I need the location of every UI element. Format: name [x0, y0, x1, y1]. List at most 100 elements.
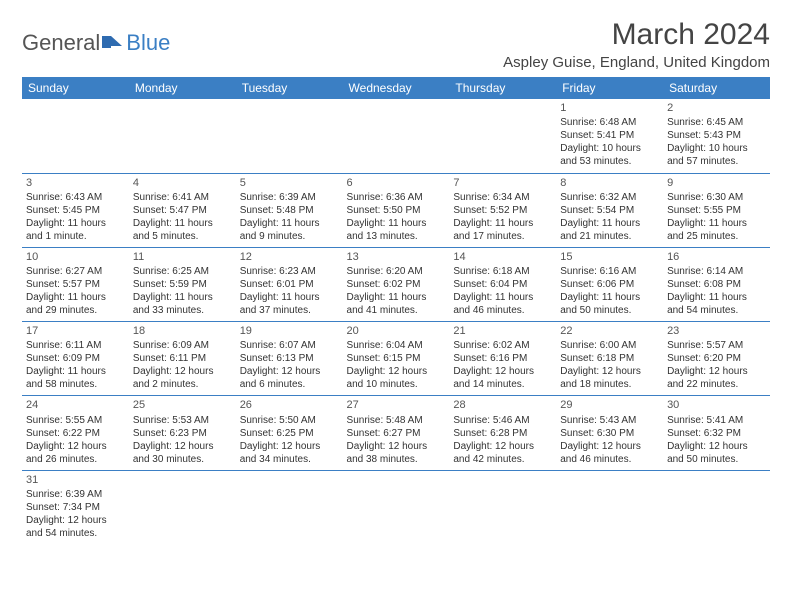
day-number: 12 — [240, 250, 339, 264]
logo-flag-icon — [102, 30, 124, 56]
sunrise-text: Sunrise: 6:48 AM — [560, 116, 659, 129]
sunset-text: Sunset: 5:47 PM — [133, 204, 232, 217]
daylight-text: Daylight: 11 hours and 9 minutes. — [240, 217, 339, 243]
day-number: 30 — [667, 398, 766, 412]
sunset-text: Sunset: 6:20 PM — [667, 352, 766, 365]
sunrise-text: Sunrise: 6:39 AM — [26, 488, 125, 501]
daylight-text: Daylight: 12 hours and 6 minutes. — [240, 365, 339, 391]
calendar-cell: 7Sunrise: 6:34 AMSunset: 5:52 PMDaylight… — [449, 173, 556, 247]
weekday-header: Monday — [129, 77, 236, 99]
sunset-text: Sunset: 6:22 PM — [26, 427, 125, 440]
sunrise-text: Sunrise: 6:43 AM — [26, 191, 125, 204]
sunset-text: Sunset: 5:43 PM — [667, 129, 766, 142]
calendar-cell: 22Sunrise: 6:00 AMSunset: 6:18 PMDayligh… — [556, 322, 663, 396]
daylight-text: Daylight: 11 hours and 54 minutes. — [667, 291, 766, 317]
day-number: 24 — [26, 398, 125, 412]
calendar-cell: 5Sunrise: 6:39 AMSunset: 5:48 PMDaylight… — [236, 173, 343, 247]
sunrise-text: Sunrise: 6:16 AM — [560, 265, 659, 278]
sunset-text: Sunset: 6:08 PM — [667, 278, 766, 291]
daylight-text: Daylight: 12 hours and 2 minutes. — [133, 365, 232, 391]
weekday-header: Tuesday — [236, 77, 343, 99]
sunset-text: Sunset: 6:25 PM — [240, 427, 339, 440]
sunrise-text: Sunrise: 6:18 AM — [453, 265, 552, 278]
sunrise-text: Sunrise: 6:34 AM — [453, 191, 552, 204]
calendar-cell — [129, 470, 236, 544]
calendar-cell — [449, 470, 556, 544]
day-number: 28 — [453, 398, 552, 412]
location-text: Aspley Guise, England, United Kingdom — [503, 54, 770, 71]
calendar-cell: 9Sunrise: 6:30 AMSunset: 5:55 PMDaylight… — [663, 173, 770, 247]
sunrise-text: Sunrise: 6:25 AM — [133, 265, 232, 278]
sunrise-text: Sunrise: 6:23 AM — [240, 265, 339, 278]
daylight-text: Daylight: 12 hours and 46 minutes. — [560, 440, 659, 466]
calendar-cell: 28Sunrise: 5:46 AMSunset: 6:28 PMDayligh… — [449, 396, 556, 470]
sunrise-text: Sunrise: 6:30 AM — [667, 191, 766, 204]
calendar-cell: 21Sunrise: 6:02 AMSunset: 6:16 PMDayligh… — [449, 322, 556, 396]
calendar-week-row: 3Sunrise: 6:43 AMSunset: 5:45 PMDaylight… — [22, 173, 770, 247]
sunset-text: Sunset: 6:09 PM — [26, 352, 125, 365]
day-number: 31 — [26, 473, 125, 487]
calendar-cell: 20Sunrise: 6:04 AMSunset: 6:15 PMDayligh… — [343, 322, 450, 396]
calendar-cell: 26Sunrise: 5:50 AMSunset: 6:25 PMDayligh… — [236, 396, 343, 470]
day-number: 14 — [453, 250, 552, 264]
sunset-text: Sunset: 6:27 PM — [347, 427, 446, 440]
day-number: 5 — [240, 176, 339, 190]
daylight-text: Daylight: 11 hours and 50 minutes. — [560, 291, 659, 317]
daylight-text: Daylight: 11 hours and 46 minutes. — [453, 291, 552, 317]
calendar-cell: 29Sunrise: 5:43 AMSunset: 6:30 PMDayligh… — [556, 396, 663, 470]
calendar-cell — [663, 470, 770, 544]
sunrise-text: Sunrise: 5:57 AM — [667, 339, 766, 352]
day-number: 27 — [347, 398, 446, 412]
sunrise-text: Sunrise: 6:07 AM — [240, 339, 339, 352]
day-number: 17 — [26, 324, 125, 338]
calendar-cell: 8Sunrise: 6:32 AMSunset: 5:54 PMDaylight… — [556, 173, 663, 247]
daylight-text: Daylight: 10 hours and 57 minutes. — [667, 142, 766, 168]
sunrise-text: Sunrise: 6:45 AM — [667, 116, 766, 129]
weekday-header: Friday — [556, 77, 663, 99]
daylight-text: Daylight: 11 hours and 29 minutes. — [26, 291, 125, 317]
calendar-cell: 15Sunrise: 6:16 AMSunset: 6:06 PMDayligh… — [556, 247, 663, 321]
sunset-text: Sunset: 5:57 PM — [26, 278, 125, 291]
daylight-text: Daylight: 12 hours and 50 minutes. — [667, 440, 766, 466]
day-number: 3 — [26, 176, 125, 190]
page-title: March 2024 — [503, 18, 770, 52]
sunset-text: Sunset: 5:52 PM — [453, 204, 552, 217]
sunset-text: Sunset: 6:02 PM — [347, 278, 446, 291]
calendar-cell: 16Sunrise: 6:14 AMSunset: 6:08 PMDayligh… — [663, 247, 770, 321]
day-number: 21 — [453, 324, 552, 338]
sunrise-text: Sunrise: 6:11 AM — [26, 339, 125, 352]
day-number: 13 — [347, 250, 446, 264]
sunrise-text: Sunrise: 6:27 AM — [26, 265, 125, 278]
daylight-text: Daylight: 11 hours and 5 minutes. — [133, 217, 232, 243]
calendar-cell: 24Sunrise: 5:55 AMSunset: 6:22 PMDayligh… — [22, 396, 129, 470]
calendar-cell — [556, 470, 663, 544]
sunset-text: Sunset: 6:32 PM — [667, 427, 766, 440]
sunset-text: Sunset: 6:23 PM — [133, 427, 232, 440]
sunset-text: Sunset: 5:41 PM — [560, 129, 659, 142]
logo: GeneralBlue — [22, 30, 170, 56]
calendar-cell: 1Sunrise: 6:48 AMSunset: 5:41 PMDaylight… — [556, 99, 663, 173]
calendar-week-row: 10Sunrise: 6:27 AMSunset: 5:57 PMDayligh… — [22, 247, 770, 321]
day-number: 7 — [453, 176, 552, 190]
daylight-text: Daylight: 11 hours and 13 minutes. — [347, 217, 446, 243]
day-number: 19 — [240, 324, 339, 338]
sunrise-text: Sunrise: 6:00 AM — [560, 339, 659, 352]
daylight-text: Daylight: 12 hours and 42 minutes. — [453, 440, 552, 466]
calendar-cell: 2Sunrise: 6:45 AMSunset: 5:43 PMDaylight… — [663, 99, 770, 173]
calendar-cell: 25Sunrise: 5:53 AMSunset: 6:23 PMDayligh… — [129, 396, 236, 470]
calendar-cell: 31Sunrise: 6:39 AMSunset: 7:34 PMDayligh… — [22, 470, 129, 544]
calendar-cell — [236, 470, 343, 544]
daylight-text: Daylight: 12 hours and 30 minutes. — [133, 440, 232, 466]
sunset-text: Sunset: 6:15 PM — [347, 352, 446, 365]
calendar-cell: 14Sunrise: 6:18 AMSunset: 6:04 PMDayligh… — [449, 247, 556, 321]
sunset-text: Sunset: 6:04 PM — [453, 278, 552, 291]
day-number: 11 — [133, 250, 232, 264]
sunrise-text: Sunrise: 6:04 AM — [347, 339, 446, 352]
daylight-text: Daylight: 12 hours and 26 minutes. — [26, 440, 125, 466]
weekday-header-row: Sunday Monday Tuesday Wednesday Thursday… — [22, 77, 770, 99]
calendar-cell — [449, 99, 556, 173]
weekday-header: Saturday — [663, 77, 770, 99]
day-number: 4 — [133, 176, 232, 190]
sunrise-text: Sunrise: 6:41 AM — [133, 191, 232, 204]
sunrise-text: Sunrise: 6:32 AM — [560, 191, 659, 204]
